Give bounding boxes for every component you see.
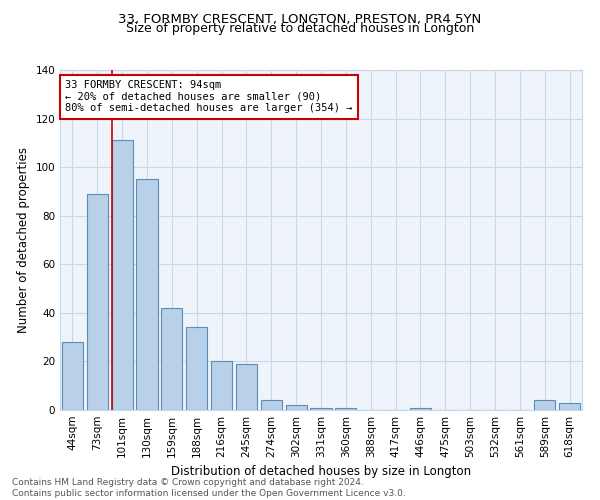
Bar — [335, 408, 356, 410]
Bar — [112, 140, 133, 410]
Text: Size of property relative to detached houses in Longton: Size of property relative to detached ho… — [126, 22, 474, 35]
X-axis label: Distribution of detached houses by size in Longton: Distribution of detached houses by size … — [171, 466, 471, 478]
Bar — [186, 328, 207, 410]
Bar — [286, 405, 307, 410]
Bar — [310, 408, 332, 410]
Text: 33 FORMBY CRESCENT: 94sqm
← 20% of detached houses are smaller (90)
80% of semi-: 33 FORMBY CRESCENT: 94sqm ← 20% of detac… — [65, 80, 353, 114]
Bar — [261, 400, 282, 410]
Bar — [87, 194, 108, 410]
Text: Contains HM Land Registry data © Crown copyright and database right 2024.
Contai: Contains HM Land Registry data © Crown c… — [12, 478, 406, 498]
Y-axis label: Number of detached properties: Number of detached properties — [17, 147, 30, 333]
Bar — [559, 402, 580, 410]
Bar — [236, 364, 257, 410]
Bar — [410, 408, 431, 410]
Bar — [211, 362, 232, 410]
Bar — [534, 400, 555, 410]
Bar — [62, 342, 83, 410]
Bar — [161, 308, 182, 410]
Bar — [136, 180, 158, 410]
Text: 33, FORMBY CRESCENT, LONGTON, PRESTON, PR4 5YN: 33, FORMBY CRESCENT, LONGTON, PRESTON, P… — [118, 12, 482, 26]
